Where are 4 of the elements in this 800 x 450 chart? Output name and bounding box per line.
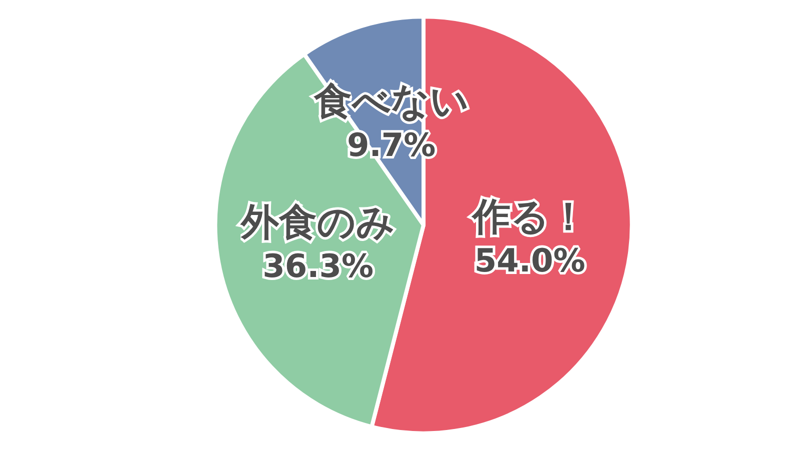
slice-label: 作る！ — [470, 194, 588, 238]
slice-label: 外食のみ — [240, 200, 396, 244]
data-label: 54.0% — [474, 241, 586, 280]
data-label: 36.3% — [262, 247, 374, 286]
